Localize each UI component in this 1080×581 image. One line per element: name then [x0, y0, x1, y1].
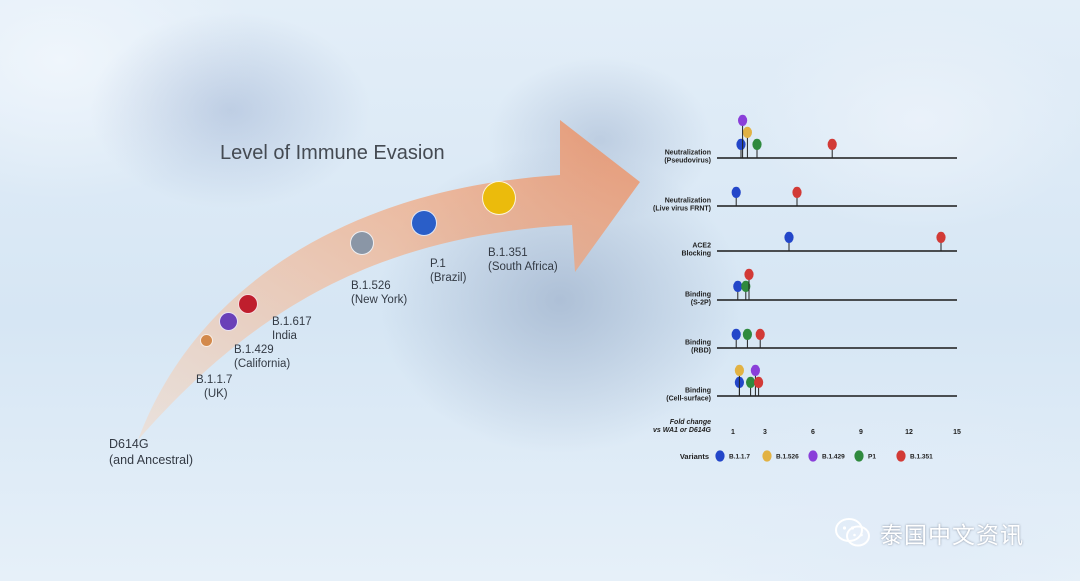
legend-entry: B.1.429 [822, 454, 845, 461]
x-tick-label: 15 [953, 429, 961, 436]
watermark-text: 泰国中文资讯 [880, 523, 1024, 549]
legend-entry: B.1.351 [910, 454, 933, 461]
row-label: Binding [685, 340, 711, 347]
marker-b117 [731, 328, 741, 340]
marker-b117 [731, 186, 741, 198]
variant-label-b1351: B.1.351 (South Africa) [488, 247, 558, 273]
legend-marker [896, 450, 906, 462]
row-label: Neutralization [665, 198, 711, 205]
row-label: Neutralization [665, 150, 711, 157]
legend-entry: B.1.526 [776, 454, 799, 461]
variant-dot-b1526 [350, 231, 374, 255]
variant-dot-b117 [200, 334, 213, 347]
row-label: Binding [685, 388, 711, 395]
marker-b1526 [742, 126, 753, 138]
marker-p1 [741, 280, 751, 292]
marker-b1526 [734, 364, 745, 376]
evasion-title: Level of Immune Evasion [220, 142, 445, 164]
x-tick-label: 12 [905, 429, 913, 436]
legend-marker [762, 450, 772, 462]
variant-dot-b1617 [238, 294, 258, 314]
marker-b117 [784, 231, 794, 243]
watermark: 泰国中文资讯 [834, 516, 1024, 550]
variant-dot-p1 [411, 210, 437, 236]
marker-b1429 [738, 114, 748, 126]
variant-label-b1526: B.1.526 (New York) [351, 280, 408, 306]
legend-marker [854, 450, 864, 462]
x-axis-label: Fold change [670, 419, 711, 426]
x-tick-label: 6 [811, 429, 815, 436]
legend-marker [715, 450, 725, 462]
legend-entry: P1 [868, 454, 876, 461]
marker-b1429 [750, 364, 761, 376]
marker-b1351 [936, 231, 946, 243]
marker-b117 [736, 138, 746, 150]
row-label: ACE2 [692, 243, 711, 250]
variant-dot-b1351 [482, 181, 516, 215]
variant-label-p1: P.1 (Brazil) [430, 258, 467, 284]
variant-label-d614g: D614G (and Ancestral) [109, 437, 194, 467]
marker-b1351 [744, 268, 754, 280]
variant-label-b117: B.1.1.7 (UK) [196, 374, 233, 400]
x-tick-label: 1 [731, 429, 735, 436]
row-label: (Pseudovirus) [664, 158, 711, 165]
x-axis-label: vs WA1 or D614G [653, 427, 712, 434]
marker-b1351 [827, 138, 837, 150]
legend-entry: B.1.1.7 [729, 454, 750, 461]
row-label: (S-2P) [691, 300, 711, 307]
marker-b1351 [792, 186, 802, 198]
x-tick-label: 3 [763, 429, 767, 436]
wechat-icon [835, 518, 870, 547]
row-label: (RBD) [691, 348, 711, 355]
variant-dot-b1429 [219, 312, 238, 331]
x-tick-label: 9 [859, 429, 863, 436]
row-label: Blocking [681, 251, 711, 258]
marker-p1 [752, 138, 762, 150]
row-label: (Live virus FRNT) [653, 206, 711, 213]
row-label: (Cell-surface) [666, 396, 711, 403]
marker-p1 [746, 376, 756, 388]
legend-title: Variants [680, 452, 709, 461]
marker-b1351 [754, 376, 764, 388]
marker-b117 [733, 280, 743, 292]
row-label: Binding [685, 292, 711, 299]
legend-marker [808, 450, 818, 462]
variant-label-b1429: B.1.429 (California) [234, 344, 291, 370]
marker-p1 [742, 328, 753, 340]
variant-label-b1617: B.1.617 India [272, 316, 312, 342]
marker-b1351 [755, 328, 765, 340]
